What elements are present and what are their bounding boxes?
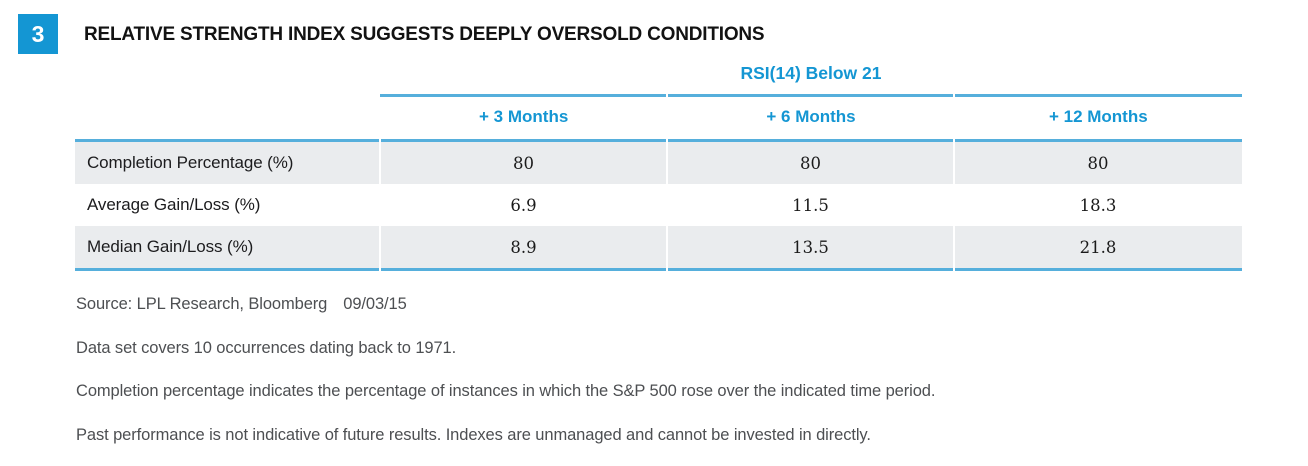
- footnote-line-completion-definition: Completion percentage indicates the perc…: [76, 382, 936, 400]
- row-label: Average Gain/Loss (%): [87, 195, 261, 214]
- column-header-12-months: + 12 Months: [1048, 107, 1148, 126]
- column-header-6-months: + 6 Months: [766, 107, 856, 126]
- column-separator: [953, 94, 955, 271]
- cell-value: 6.9: [510, 195, 537, 215]
- group-header-underline: [380, 94, 1242, 97]
- footnote-line-occurrences: Data set covers 10 occurrences dating ba…: [76, 338, 457, 357]
- column-header-row: + 3 Months + 6 Months + 12 Months: [380, 107, 1242, 131]
- figure-number-badge: 3: [18, 14, 58, 54]
- table-row-completion-percentage: Completion Percentage (%) 80 80 80: [75, 142, 1242, 184]
- cell-value: 80: [1087, 153, 1109, 173]
- table-row-median-gain-loss: Median Gain/Loss (%) 8.9 13.5 21.8: [75, 226, 1242, 268]
- cell-value: 8.9: [510, 237, 537, 257]
- column-separator: [666, 94, 668, 271]
- footnote-block: Source: LPL Research, Bloomberg 09/03/15 …: [76, 295, 1256, 466]
- source-date: 09/03/15: [343, 295, 407, 313]
- source-line: Source: LPL Research, Bloomberg 09/03/15: [76, 295, 1256, 314]
- table-row-average-gain-loss: Average Gain/Loss (%) 6.9 11.5 18.3: [75, 184, 1242, 226]
- column-header-3-months: + 3 Months: [479, 107, 569, 126]
- footnote-line-disclaimer: Past performance is not indicative of fu…: [76, 425, 871, 444]
- cell-value: 13.5: [792, 237, 829, 257]
- source-text: Source: LPL Research, Bloomberg: [76, 295, 328, 313]
- row-label: Completion Percentage (%): [87, 153, 294, 172]
- cell-value: 80: [800, 153, 821, 173]
- row-label: Median Gain/Loss (%): [87, 237, 254, 256]
- table-group-header: RSI(14) Below 21: [740, 63, 882, 83]
- cell-value: 80: [513, 153, 534, 173]
- cell-value: 18.3: [1079, 195, 1117, 215]
- figure-title: RELATIVE STRENGTH INDEX SUGGESTS DEEPLY …: [84, 24, 765, 45]
- cell-value: 11.5: [792, 195, 829, 215]
- cell-value: 21.8: [1079, 237, 1117, 257]
- column-separator: [379, 139, 381, 271]
- rsi-data-table: Completion Percentage (%) 80 80 80 Avera…: [75, 139, 1242, 271]
